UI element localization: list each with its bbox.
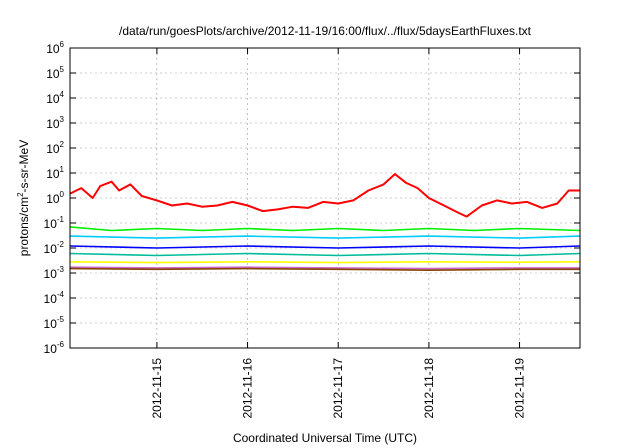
series-line-4 bbox=[69, 245, 581, 249]
x-tick-label: 2012-11-19 bbox=[513, 358, 527, 419]
x-tick-label: 2012-11-15 bbox=[150, 358, 164, 419]
y-tick-exponent: -4 bbox=[57, 290, 65, 299]
y-tick-base: 10 bbox=[46, 167, 60, 181]
grid bbox=[70, 48, 580, 348]
y-tick-base: 10 bbox=[44, 342, 58, 356]
y-tick-base: 10 bbox=[44, 267, 58, 281]
y-tick-base: 10 bbox=[46, 42, 60, 56]
y-axis-label-base: protons/cm bbox=[17, 197, 31, 256]
y-tick-label: 10-3 bbox=[44, 265, 65, 281]
series-line-6 bbox=[69, 261, 581, 264]
y-tick-base: 10 bbox=[46, 142, 60, 156]
y-axis: 10-610-510-410-310-210-11001011021031041… bbox=[44, 40, 580, 356]
y-tick-label: 101 bbox=[46, 165, 64, 181]
chart-title: /data/run/goesPlots/archive/2012-11-19/1… bbox=[119, 24, 532, 38]
y-tick-exponent: 3 bbox=[60, 115, 65, 124]
y-tick-exponent: 5 bbox=[60, 65, 65, 74]
y-tick-exponent: -1 bbox=[57, 215, 65, 224]
y-tick-label: 100 bbox=[46, 190, 64, 206]
y-tick-base: 10 bbox=[44, 317, 58, 331]
y-tick-base: 10 bbox=[46, 192, 60, 206]
y-tick-label: 10-1 bbox=[44, 215, 65, 231]
y-tick-label: 102 bbox=[46, 140, 64, 156]
y-tick-label: 105 bbox=[46, 65, 64, 81]
y-tick-base: 10 bbox=[44, 292, 58, 306]
y-tick-base: 10 bbox=[44, 242, 58, 256]
y-tick-base: 10 bbox=[44, 217, 58, 231]
series-line-1 bbox=[69, 173, 580, 218]
x-tick-label: 2012-11-16 bbox=[241, 358, 255, 419]
y-tick-label: 10-2 bbox=[44, 240, 65, 256]
series-line-5 bbox=[69, 252, 581, 257]
x-axis-label: Coordinated Universal Time (UTC) bbox=[233, 431, 417, 445]
series-line-8 bbox=[69, 267, 580, 271]
x-tick-label: 2012-11-18 bbox=[422, 358, 436, 419]
y-axis-label-sup: 2 bbox=[16, 192, 25, 197]
y-tick-label: 10-5 bbox=[44, 315, 65, 331]
x-axis: 2012-11-15 2012-11-16 2012-11-17 2012-11-18… bbox=[150, 48, 527, 419]
y-tick-label: 10-6 bbox=[44, 340, 65, 356]
y-tick-exponent: -5 bbox=[57, 315, 65, 324]
y-tick-base: 10 bbox=[46, 67, 60, 81]
y-axis-label-rest: -s-sr-MeV bbox=[17, 140, 31, 193]
series-line-2 bbox=[69, 226, 581, 232]
series-line-3 bbox=[69, 235, 581, 239]
y-tick-label: 104 bbox=[46, 90, 64, 106]
y-tick-exponent: 2 bbox=[60, 140, 65, 149]
y-tick-exponent: -2 bbox=[57, 240, 65, 249]
series-group bbox=[69, 173, 581, 271]
y-axis-label: protons/cm2-s-sr-MeV bbox=[16, 140, 31, 256]
y-tick-label: 106 bbox=[46, 40, 64, 56]
series-line-7 bbox=[69, 266, 580, 270]
y-tick-exponent: 0 bbox=[60, 190, 65, 199]
y-tick-exponent: -3 bbox=[57, 265, 65, 274]
y-tick-label: 10-4 bbox=[44, 290, 65, 306]
x-tick-label: 2012-11-17 bbox=[331, 358, 345, 419]
y-tick-label: 103 bbox=[46, 115, 64, 131]
y-tick-base: 10 bbox=[46, 92, 60, 106]
y-tick-base: 10 bbox=[46, 117, 60, 131]
y-tick-exponent: -6 bbox=[57, 340, 65, 349]
y-tick-exponent: 4 bbox=[60, 90, 65, 99]
y-tick-exponent: 6 bbox=[60, 40, 65, 49]
y-tick-exponent: 1 bbox=[60, 165, 65, 174]
